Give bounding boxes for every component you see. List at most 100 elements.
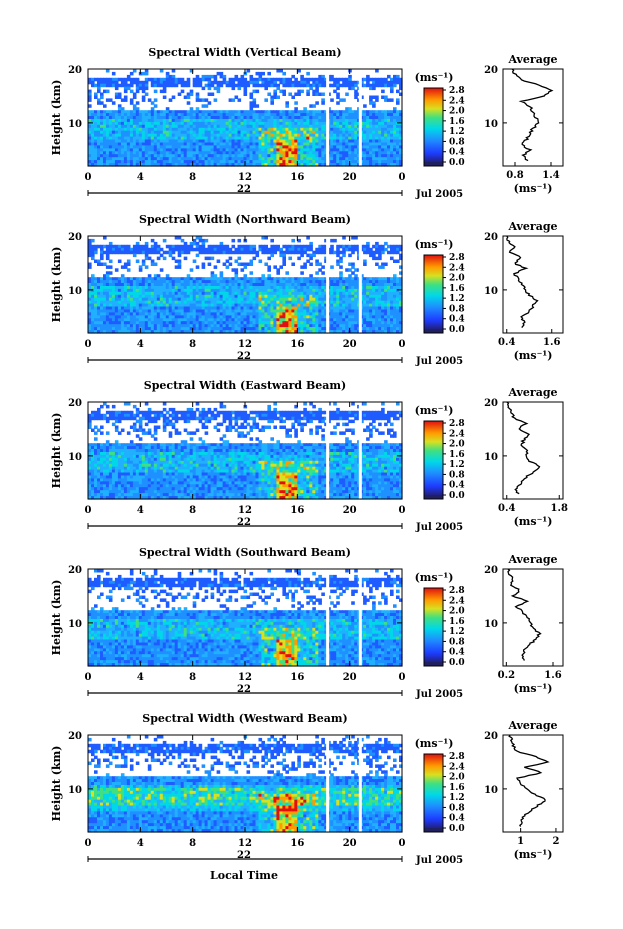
average-frame bbox=[502, 401, 564, 500]
colorbar-tick: 1.2 bbox=[449, 294, 465, 304]
x-tick-label: 12 bbox=[238, 339, 252, 350]
y-axis-label: Height (km) bbox=[50, 580, 63, 656]
colorbar-tick: 0.0 bbox=[449, 824, 465, 834]
y-axis-label: Height (km) bbox=[50, 247, 63, 323]
colorbar-tick: 2.4 bbox=[449, 762, 465, 772]
panel-title: Spectral Width (Southward Beam) bbox=[139, 546, 351, 559]
colorbar-tick: 1.2 bbox=[449, 460, 465, 470]
colorbar-tick: 0.0 bbox=[449, 491, 465, 501]
x-tick-label: 12 bbox=[238, 172, 252, 183]
colorbar-tick: 2.4 bbox=[449, 263, 465, 273]
colorbar-tick: 0.4 bbox=[449, 315, 465, 325]
y-tick-label: 20 bbox=[68, 565, 82, 576]
colorbar-tick: 2.0 bbox=[449, 107, 465, 117]
x-tick-label: 0 bbox=[85, 505, 92, 516]
y-tick-label: 10 bbox=[68, 785, 82, 796]
average-y-tick: 20 bbox=[484, 65, 498, 76]
colorbar-tick: 0.8 bbox=[449, 137, 465, 147]
average-x-tick: 1.6 bbox=[543, 337, 560, 348]
colorbar bbox=[424, 88, 443, 162]
x-tick-label: 16 bbox=[290, 172, 304, 183]
colorbar-unit: (ms⁻¹) bbox=[415, 737, 454, 750]
colorbar-tick: 0.0 bbox=[449, 325, 465, 335]
date-label: Jul 2005 bbox=[415, 855, 463, 866]
y-tick-label: 20 bbox=[68, 731, 82, 742]
heatmap-cells bbox=[88, 569, 403, 667]
average-y-tick: 10 bbox=[484, 286, 498, 297]
colorbar-tick: 2.8 bbox=[449, 86, 465, 96]
average-x-tick: 1.6 bbox=[544, 670, 561, 681]
average-x-tick: 0.4 bbox=[498, 503, 515, 514]
colorbar-tick: 2.4 bbox=[449, 596, 465, 606]
x-tick-label: 4 bbox=[137, 838, 144, 849]
x-tick-label: 8 bbox=[189, 672, 196, 683]
day-label: 22 bbox=[237, 351, 251, 362]
x-tick-label: 20 bbox=[343, 838, 357, 849]
average-frame bbox=[502, 734, 564, 833]
colorbar-unit: (ms⁻¹) bbox=[415, 404, 454, 417]
date-label: Jul 2005 bbox=[415, 689, 463, 700]
average-profile-line bbox=[511, 68, 554, 162]
panel-1: Spectral Width (Northward Beam) 20 10 Heigh… bbox=[50, 213, 564, 367]
colorbar-unit: (ms⁻¹) bbox=[415, 571, 454, 584]
y-tick-label: 20 bbox=[68, 65, 82, 76]
x-tick-label: 20 bbox=[343, 172, 357, 183]
colorbar-tick: 2.8 bbox=[449, 253, 465, 263]
y-tick-label: 10 bbox=[68, 452, 82, 463]
panel-title: Spectral Width (Eastward Beam) bbox=[144, 379, 346, 392]
colorbar-tick: 0.4 bbox=[449, 481, 465, 491]
panel-title: Spectral Width (Vertical Beam) bbox=[148, 46, 341, 59]
colorbar-tick: 2.0 bbox=[449, 274, 465, 284]
x-tick-label: 8 bbox=[189, 172, 196, 183]
average-x-tick: 1.4 bbox=[542, 170, 559, 181]
heatmap-cells bbox=[88, 236, 403, 334]
panel-title: Spectral Width (Westward Beam) bbox=[142, 712, 347, 725]
data-gap bbox=[358, 735, 362, 832]
average-profile-line bbox=[507, 568, 542, 661]
average-y-tick: 20 bbox=[484, 232, 498, 243]
y-tick-label: 20 bbox=[68, 398, 82, 409]
average-y-tick: 20 bbox=[484, 731, 498, 742]
average-title: Average bbox=[507, 386, 557, 399]
panel-3: Spectral Width (Southward Beam) 20 10 Heigh… bbox=[50, 546, 564, 700]
colorbar-tick: 0.8 bbox=[449, 470, 465, 480]
average-x-label: (ms⁻¹) bbox=[514, 349, 553, 362]
average-x-label: (ms⁻¹) bbox=[514, 682, 553, 695]
day-label: 22 bbox=[237, 517, 251, 528]
colorbar-tick: 2.4 bbox=[449, 429, 465, 439]
colorbar-tick: 2.8 bbox=[449, 419, 465, 429]
x-tick-label: 16 bbox=[290, 672, 304, 683]
data-gap bbox=[358, 236, 362, 333]
average-x-label: (ms⁻¹) bbox=[514, 515, 553, 528]
panel-2: Spectral Width (Eastward Beam) 20 10 Height… bbox=[50, 379, 568, 533]
data-gap bbox=[326, 569, 330, 666]
x-tick-label: 0 bbox=[399, 172, 406, 183]
colorbar-tick: 1.2 bbox=[449, 793, 465, 803]
panel-4: Spectral Width (Westward Beam)2010Height… bbox=[50, 712, 564, 866]
colorbar-tick: 1.6 bbox=[449, 617, 465, 627]
x-tick-label: 12 bbox=[238, 838, 252, 849]
colorbar bbox=[424, 421, 443, 495]
day-label: 22 bbox=[237, 684, 251, 695]
average-profile-line bbox=[506, 401, 541, 495]
x-tick-label: 20 bbox=[343, 672, 357, 683]
x-tick-label: 8 bbox=[189, 838, 196, 849]
colorbar-tick: 1.6 bbox=[449, 783, 465, 793]
day-label: 22 bbox=[237, 850, 251, 861]
average-x-tick: 1 bbox=[517, 836, 524, 847]
average-x-tick: 0.4 bbox=[498, 337, 515, 348]
date-label: Jul 2005 bbox=[415, 356, 463, 367]
y-axis-label: Height (km) bbox=[50, 413, 63, 489]
x-tick-label: 4 bbox=[137, 672, 144, 683]
colorbar-tick: 1.2 bbox=[449, 627, 465, 637]
x-tick-label: 0 bbox=[399, 339, 406, 350]
data-gap bbox=[326, 69, 330, 166]
average-profile-line bbox=[506, 235, 539, 329]
y-axis-label: Height (km) bbox=[50, 80, 63, 156]
x-tick-label: 12 bbox=[238, 505, 252, 516]
colorbar bbox=[424, 588, 443, 662]
y-tick-label: 10 bbox=[68, 119, 82, 130]
colorbar-tick: 0.8 bbox=[449, 803, 465, 813]
colorbar-tick: 2.8 bbox=[449, 752, 465, 762]
